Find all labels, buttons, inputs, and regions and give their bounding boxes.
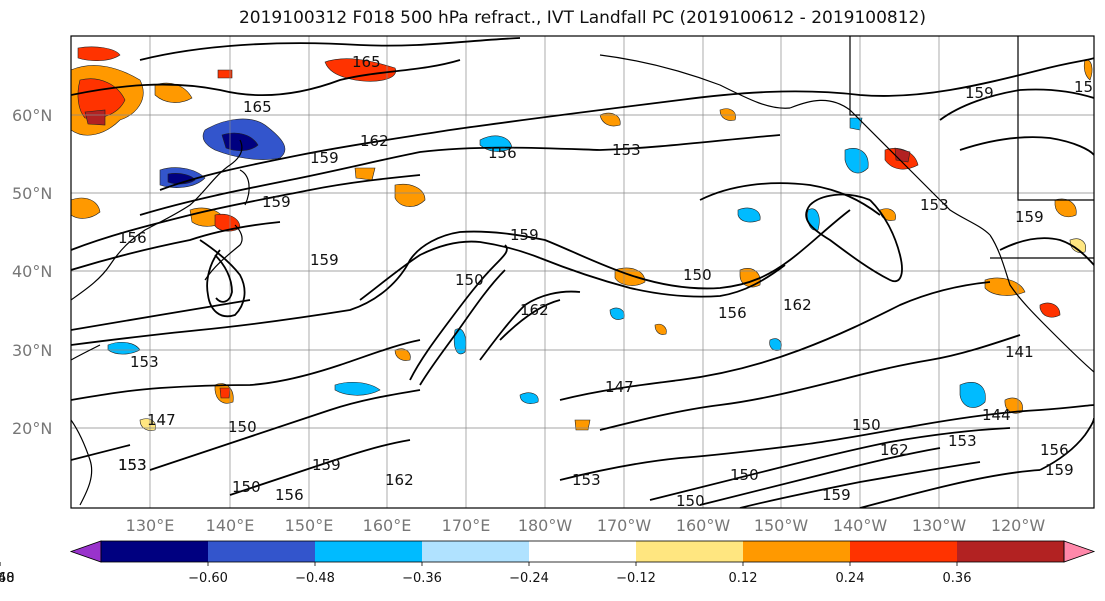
contour-label: 150: [228, 418, 257, 436]
lat-label: 40°N: [12, 262, 52, 281]
lon-label: 140°W: [833, 516, 888, 535]
contour-label: 159: [822, 486, 851, 504]
contour-label: 159: [310, 149, 339, 167]
contour-label-group: 165 165 159 162 156 153 159 156 159 159 …: [118, 53, 1103, 510]
contour-label: 153: [612, 141, 641, 159]
lat-label: 30°N: [12, 341, 52, 360]
contour-label: 159: [1015, 208, 1044, 226]
colorbar-tick-label: −0.24: [509, 571, 549, 586]
lon-label: 130°W: [912, 516, 967, 535]
lon-label: 150°E: [285, 516, 334, 535]
colorbar-tick-label: −0.48: [295, 571, 335, 586]
lon-label: 160°W: [676, 516, 731, 535]
lon-label: 180°W: [518, 516, 573, 535]
contour-label: 156: [1040, 441, 1069, 459]
contour-label: 156: [118, 229, 147, 247]
contour-lines: [71, 37, 1094, 508]
contour-label: 159: [262, 193, 291, 211]
contour-label: 162: [880, 441, 909, 459]
contour-label: 159: [965, 84, 994, 102]
contour-label: 153: [118, 456, 147, 474]
contour-label: 165: [243, 98, 272, 116]
colorbar-segment: [636, 541, 743, 562]
colorbar-segment: [422, 541, 529, 562]
lon-label: 170°E: [442, 516, 491, 535]
map-area: [71, 36, 1094, 508]
lat-label: 20°N: [12, 419, 52, 438]
contour-label: 150: [676, 492, 705, 510]
contour-label: 150: [730, 466, 759, 484]
contour-label: 153: [130, 353, 159, 371]
longitude-labels: 130°E 140°E 150°E 160°E 170°E 180°W 170°…: [126, 516, 1046, 535]
colorbar-tick-label: −0.12: [616, 571, 656, 586]
colorbar-tick-label: 0.36: [943, 571, 972, 586]
contour-label: 153: [948, 432, 977, 450]
colorbar-tick-label: 0.48: [0, 571, 14, 586]
contour-label: 153: [920, 196, 949, 214]
contour-label: 153: [118, 456, 147, 474]
latitude-labels: 60°N 50°N 40°N 30°N 20°N: [12, 106, 52, 438]
contour-label: 162: [360, 132, 389, 150]
lon-label: 120°W: [991, 516, 1046, 535]
colorbar-tick-label: 0.24: [836, 571, 865, 586]
contour-label: 162: [520, 301, 549, 319]
contour-label: 165: [352, 53, 381, 71]
contour-label: 147: [605, 378, 634, 396]
contour-label: 144: [982, 406, 1011, 424]
colorbar-segment: [101, 541, 208, 562]
colorbar-extend-min: [69, 540, 102, 563]
lon-label: 170°W: [597, 516, 652, 535]
colorbar-segment: [529, 541, 636, 562]
colorbar-segment: [743, 541, 850, 562]
contour-label: 156: [718, 304, 747, 322]
contour-label: 159: [510, 226, 539, 244]
colorbar-segment: [315, 541, 422, 562]
colorbar-outline: [100, 540, 1065, 563]
contour-label: 159: [312, 456, 341, 474]
contour-label: 156: [1074, 78, 1103, 96]
contour-label: 141: [1005, 343, 1034, 361]
colorbar-tick-label: 0.12: [729, 571, 758, 586]
contour-label: 147: [147, 411, 176, 429]
contour-label: 150: [852, 416, 881, 434]
contour-label: 162: [783, 296, 812, 314]
contour-label: 159: [310, 251, 339, 269]
lon-label: 150°W: [754, 516, 809, 535]
lat-label: 50°N: [12, 184, 52, 203]
contour-label: 150: [232, 478, 261, 496]
lat-label: 60°N: [12, 106, 52, 125]
colorbar-tick-label: 0.60: [0, 571, 14, 586]
contour-label: 156: [275, 486, 304, 504]
contour-label: 159: [1045, 461, 1074, 479]
colorbar: −0.60 −0.48 −0.36 −0.24 −0.12 0.12 0.24 0.36 0.4…: [0, 540, 1096, 586]
colorbar-segment: [850, 541, 957, 562]
lon-label: 160°E: [363, 516, 412, 535]
contour-label: 156: [488, 144, 517, 162]
colorbar-segment: [957, 541, 1064, 562]
colorbar-tick-label: −0.36: [402, 571, 442, 586]
contour-label: 162: [385, 471, 414, 489]
lon-label: 130°E: [126, 516, 175, 535]
map-frame: [70, 35, 1095, 509]
lon-label: 140°E: [206, 516, 255, 535]
contour-label: 150: [455, 271, 484, 289]
colorbar-extend-max: [1063, 540, 1096, 563]
colorbar-segment: [208, 541, 315, 562]
colorbar-tick-label: −0.60: [188, 571, 228, 586]
contour-label: 153: [572, 471, 601, 489]
contour-label: 150: [683, 266, 712, 284]
map-title: 2019100312 F018 500 hPa refract., IVT La…: [238, 8, 926, 28]
